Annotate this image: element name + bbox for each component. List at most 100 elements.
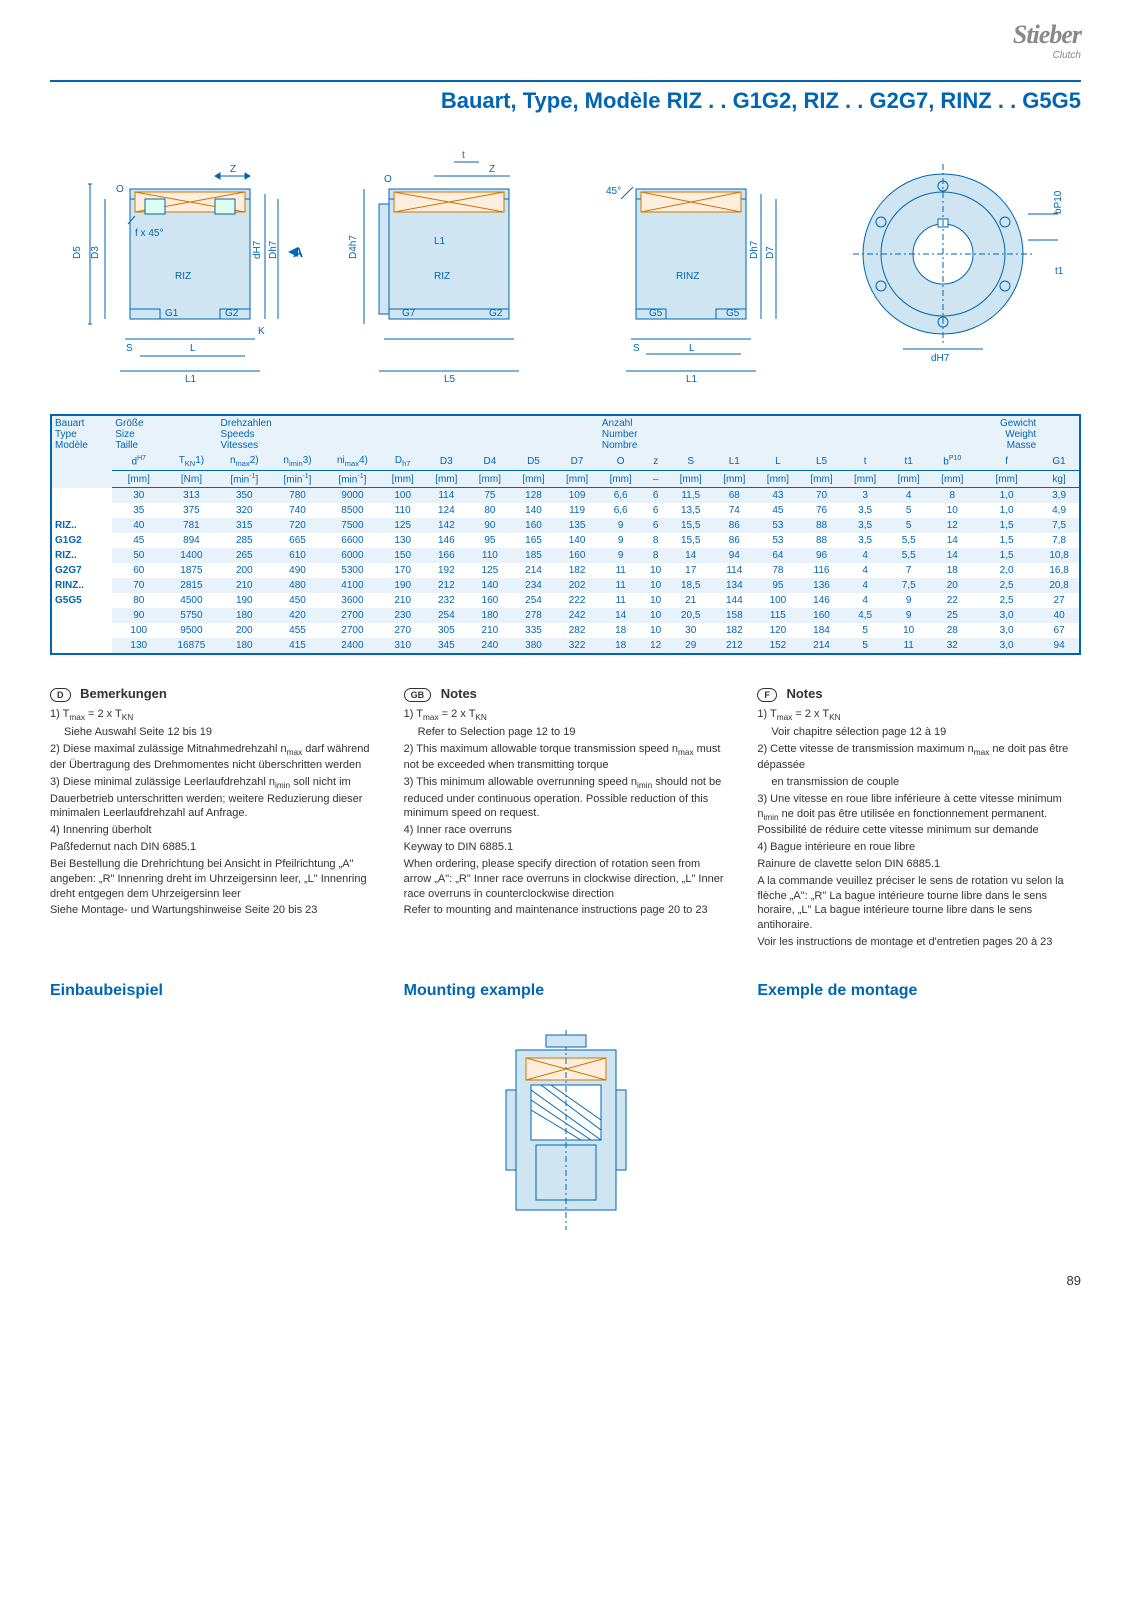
- table-cell: 345: [425, 638, 469, 654]
- table-cell: 5,5: [887, 548, 931, 563]
- table-cell: 76: [800, 503, 844, 518]
- table-cell: 20,5: [669, 608, 713, 623]
- table-cell: 30: [112, 488, 165, 504]
- th-symbols-row: dH7TKN1)nmax2)nimin3)nimax4)Dh7D3D4D5D7O…: [52, 453, 1080, 471]
- table-cell: 68: [713, 488, 757, 504]
- table-cell: 182: [713, 623, 757, 638]
- table-cell: 180: [468, 608, 512, 623]
- note-line: Siehe Montage- und Wartungshinweise Seit…: [50, 903, 374, 918]
- label-s: S: [126, 343, 133, 354]
- label-o: O: [116, 184, 124, 195]
- label-45deg: 45°: [606, 186, 621, 197]
- table-cell: 315: [218, 518, 272, 533]
- th-symbol: O: [599, 453, 643, 471]
- th-symbol: nimin3): [271, 453, 324, 471]
- table-cell: 232: [425, 593, 469, 608]
- note-line: 1) Tmax = 2 x TKN: [404, 707, 728, 723]
- data-table: Bauart Type Modèle Größe Size Taille Dre…: [51, 415, 1080, 654]
- table-cell: 1,5: [974, 533, 1039, 548]
- row-label: RIZ..: [52, 548, 113, 563]
- table-cell: 32: [930, 638, 974, 654]
- table-cell: 160: [468, 593, 512, 608]
- table-cell: 6: [642, 503, 668, 518]
- table-cell: 15,5: [669, 533, 713, 548]
- note-line: 3) Une vitesse en roue libre inférieure …: [757, 792, 1081, 838]
- th-symbol: t: [843, 453, 887, 471]
- table-cell: 1875: [165, 563, 217, 578]
- note-line: Rainure de clavette selon DIN 6885.1: [757, 857, 1081, 872]
- row-label: [52, 608, 113, 623]
- logo-text: Stieber: [1013, 20, 1081, 50]
- table-cell: 2700: [324, 608, 381, 623]
- th-bauart: Bauart Type Modèle: [52, 416, 113, 488]
- lang-badge-gb: GB: [404, 688, 432, 702]
- th-unit: –: [642, 471, 668, 488]
- table-cell: 5: [843, 638, 887, 654]
- table-cell: 415: [271, 638, 324, 654]
- table-cell: 8500: [324, 503, 381, 518]
- diagram-riz-g7g2: t O Z D4h7 L1 RIZ G7 G2 L5: [320, 144, 567, 384]
- table-cell: 20: [930, 578, 974, 593]
- table-cell: 136: [800, 578, 844, 593]
- mount-en: Mounting example: [404, 982, 728, 1000]
- table-cell: 5: [887, 503, 931, 518]
- table-cell: 2,5: [974, 578, 1039, 593]
- table-cell: 150: [381, 548, 425, 563]
- table-cell: 1,5: [974, 518, 1039, 533]
- table-cell: 100: [756, 593, 800, 608]
- table-cell: 160: [800, 608, 844, 623]
- th-symbol: Dh7: [381, 453, 425, 471]
- table-cell: 142: [425, 518, 469, 533]
- row-label: [52, 503, 113, 518]
- label-riz2: RIZ: [434, 271, 450, 282]
- table-cell: 9: [887, 608, 931, 623]
- table-cell: 305: [425, 623, 469, 638]
- table-cell: 80: [468, 503, 512, 518]
- table-cell: 27: [1039, 593, 1079, 608]
- diagram-riz-g1g2: Z O f x 45° D5 D3 RIZ G1 G2 dH7 Dh7 A K …: [50, 144, 310, 384]
- table-cell: 3,0: [974, 623, 1039, 638]
- table-cell: 110: [468, 548, 512, 563]
- table-cell: 67: [1039, 623, 1079, 638]
- note-line: 2) Diese maximal zulässige Mitnahmedrehz…: [50, 742, 374, 773]
- table-cell: 109: [555, 488, 599, 504]
- table-cell: 322: [555, 638, 599, 654]
- table-cell: 270: [381, 623, 425, 638]
- table-cell: 4: [843, 578, 887, 593]
- table-cell: 4: [843, 548, 887, 563]
- th-unit: [mm]: [843, 471, 887, 488]
- th-symbol: TKN1): [165, 453, 217, 471]
- table-cell: 6,6: [599, 488, 643, 504]
- table-cell: 146: [800, 593, 844, 608]
- table-cell: 166: [425, 548, 469, 563]
- table-cell: 2815: [165, 578, 217, 593]
- table-cell: 210: [468, 623, 512, 638]
- table-cell: 420: [271, 608, 324, 623]
- table-cell: 10: [642, 578, 668, 593]
- th-unit: [min-1]: [324, 471, 381, 488]
- table-cell: 22: [930, 593, 974, 608]
- note-line: A la commande veuillez préciser le sens …: [757, 874, 1081, 933]
- table-cell: 86: [713, 533, 757, 548]
- table-cell: 254: [512, 593, 556, 608]
- th-symbol: t1: [887, 453, 931, 471]
- table-cell: 10: [642, 623, 668, 638]
- table-cell: 75: [468, 488, 512, 504]
- row-label: [52, 488, 113, 504]
- table-cell: 210: [218, 578, 272, 593]
- label-l: L: [190, 343, 196, 354]
- brand-logo: Stieber Clutch: [1013, 20, 1081, 61]
- table-cell: 200: [218, 563, 272, 578]
- note-line: Siehe Auswahl Seite 12 bis 19: [50, 725, 374, 740]
- table-cell: 9: [599, 533, 643, 548]
- table-cell: 18,5: [669, 578, 713, 593]
- table-cell: 116: [800, 563, 844, 578]
- label-l1: L1: [185, 374, 197, 384]
- table-cell: 380: [512, 638, 556, 654]
- table-cell: 1400: [165, 548, 217, 563]
- table-cell: 3,5: [843, 518, 887, 533]
- label-d5: D5: [72, 246, 83, 259]
- notes-en: GB Notes 1) Tmax = 2 x TKNRefer to Selec…: [404, 685, 728, 952]
- table-cell: 6000: [324, 548, 381, 563]
- table-cell: 53: [756, 518, 800, 533]
